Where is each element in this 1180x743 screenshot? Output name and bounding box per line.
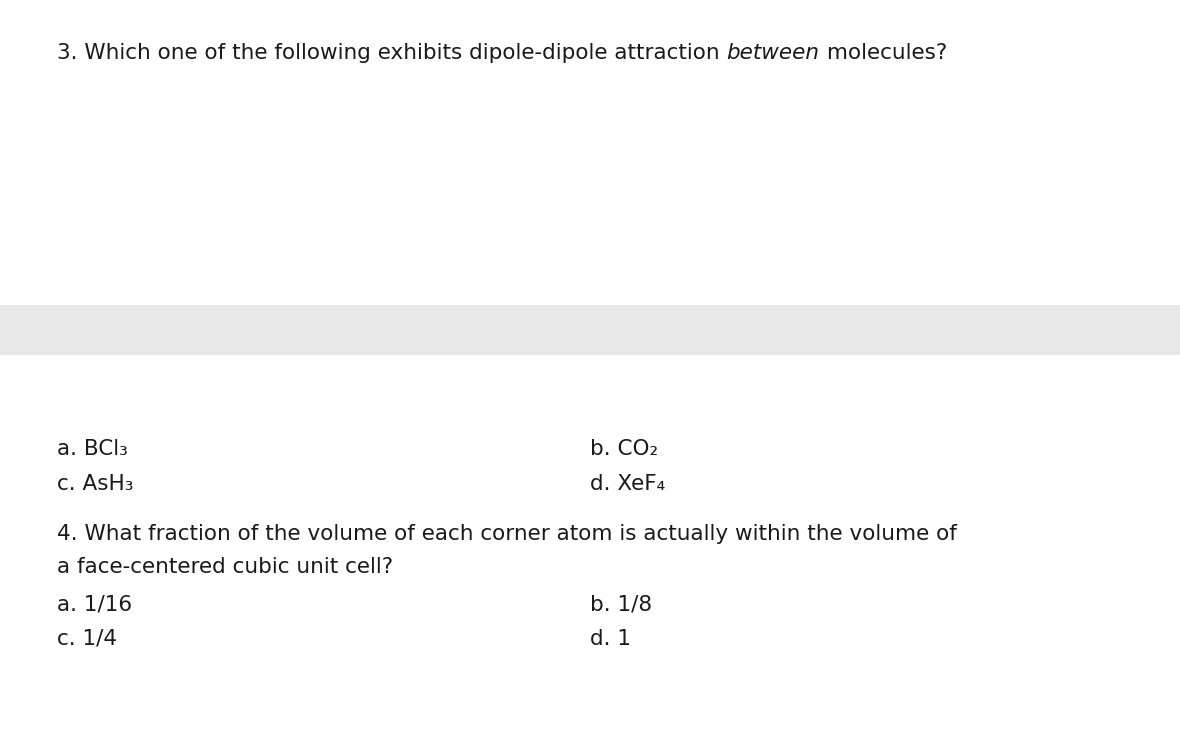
Text: 4. What fraction of the volume of each corner atom is actually within the volume: 4. What fraction of the volume of each c…	[57, 524, 957, 544]
Text: c. AsH₃: c. AsH₃	[57, 474, 133, 494]
Text: d. XeF₄: d. XeF₄	[590, 474, 666, 494]
Text: 3. Which one of the following exhibits dipole-dipole attraction: 3. Which one of the following exhibits d…	[57, 43, 727, 63]
Text: molecules?: molecules?	[819, 43, 946, 63]
Bar	[0, 305, 1180, 355]
Text: b. 1/8: b. 1/8	[590, 594, 653, 614]
Text: b. CO₂: b. CO₂	[590, 439, 658, 459]
Text: a face-centered cubic unit cell?: a face-centered cubic unit cell?	[57, 557, 393, 577]
Text: d. 1: d. 1	[590, 629, 631, 649]
Text: a. 1/16: a. 1/16	[57, 594, 132, 614]
Text: c. 1/4: c. 1/4	[57, 629, 117, 649]
Text: a. BCl₃: a. BCl₃	[57, 439, 127, 459]
Text: between: between	[727, 43, 819, 63]
